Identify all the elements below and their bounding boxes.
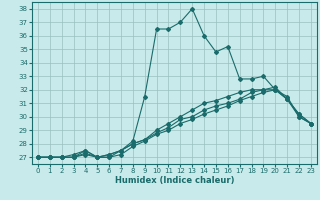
X-axis label: Humidex (Indice chaleur): Humidex (Indice chaleur) xyxy=(115,176,234,185)
